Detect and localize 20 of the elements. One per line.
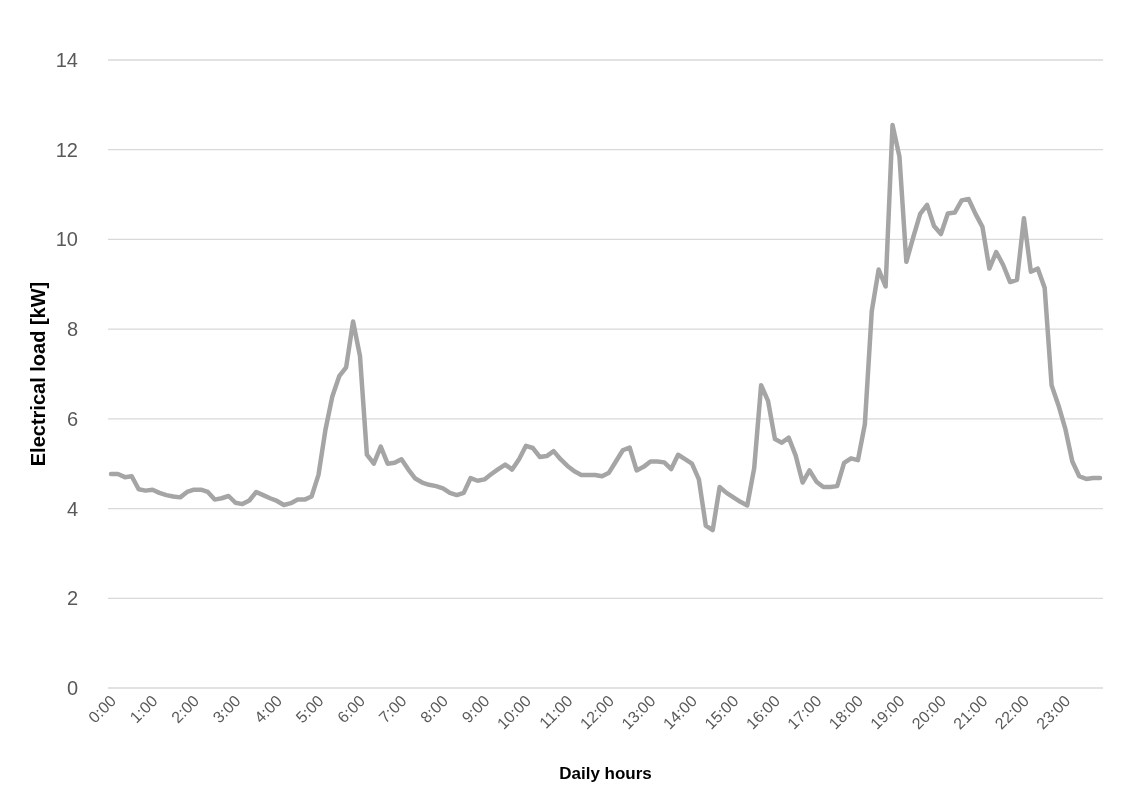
y-tick-label: 6 <box>66 407 78 430</box>
x-tick-label: 5:00 <box>292 692 327 727</box>
y-tick-label: 10 <box>55 228 78 251</box>
y-tick-label: 4 <box>66 497 78 520</box>
x-tick-label: 3:00 <box>209 692 244 727</box>
y-tick-label: 14 <box>55 49 78 71</box>
x-tick-label: 0:00 <box>85 692 120 727</box>
x-tick-label: 9:00 <box>458 692 493 727</box>
y-tick-label: 8 <box>66 318 78 341</box>
x-tick-label: 1:00 <box>126 692 161 727</box>
y-axis-title: Electrical load [kW] <box>27 281 49 467</box>
x-axis-title: Daily hours <box>559 764 652 783</box>
y-tick-label: 2 <box>66 587 78 610</box>
x-tick-label: 7:00 <box>375 692 410 727</box>
x-tick-label: 6:00 <box>334 692 369 727</box>
line-series <box>108 122 1103 533</box>
x-tick-label: 8:00 <box>417 692 452 727</box>
y-tick-label: 12 <box>55 138 78 161</box>
x-tick-label: 4:00 <box>251 692 286 727</box>
y-tick-label: 0 <box>66 677 78 699</box>
